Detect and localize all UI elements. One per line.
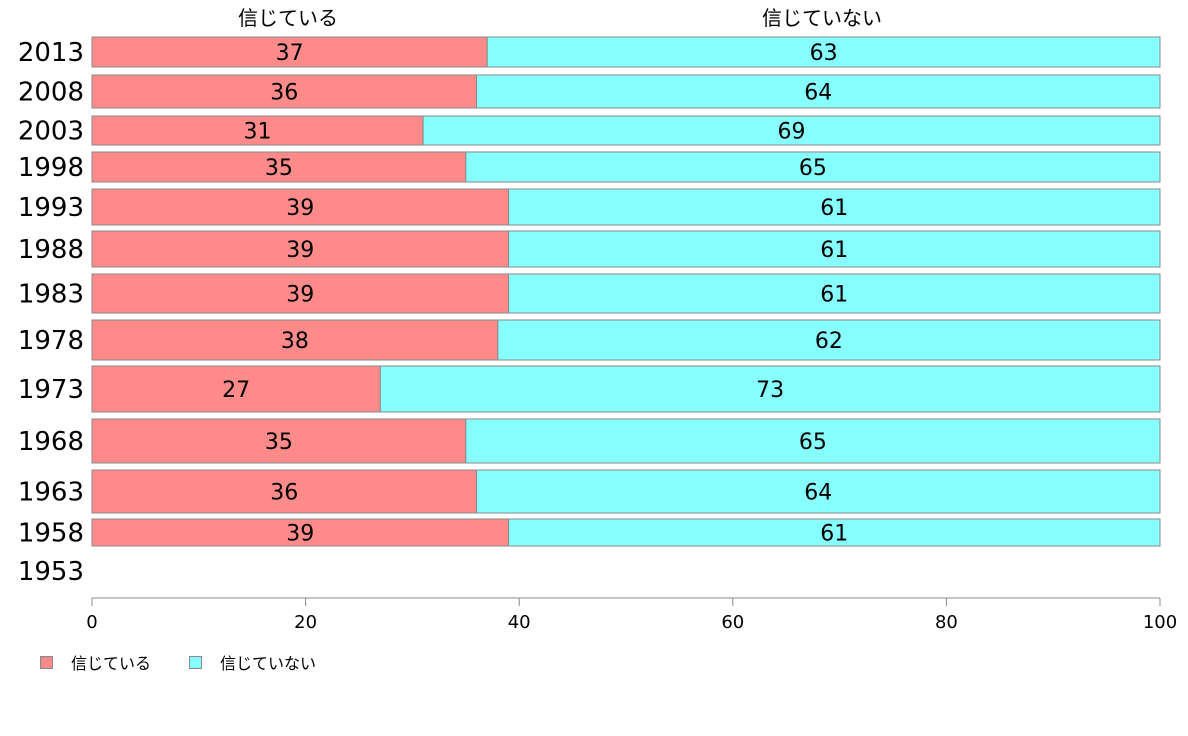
legend-swatch-believe (40, 655, 53, 669)
data-label-not-believe-1963: 64 (804, 481, 832, 506)
year-label-2003: 2003 (18, 117, 84, 147)
year-label-1958: 1958 (18, 519, 84, 549)
data-label-believe-1998: 35 (265, 156, 293, 181)
bar-not-believe-1983 (508, 273, 1161, 314)
bar-not-believe-1973 (379, 365, 1161, 413)
bar-not-believe-1963 (475, 469, 1161, 514)
x-tick-label-100: 100 (1143, 612, 1177, 633)
data-label-believe-1973: 27 (222, 378, 250, 403)
bar-believe-1993 (91, 188, 510, 226)
bar-not-believe-1993 (508, 188, 1161, 226)
data-label-not-believe-1998: 65 (799, 156, 827, 181)
year-label-1973: 1973 (18, 375, 84, 405)
bar-not-believe-1998 (465, 151, 1161, 183)
data-label-believe-2013: 37 (276, 41, 304, 66)
data-label-believe-1968: 35 (265, 430, 293, 455)
data-label-believe-1988: 39 (286, 238, 314, 263)
year-label-1978: 1978 (18, 326, 84, 356)
data-label-believe-1958: 39 (286, 522, 314, 547)
data-label-not-believe-1978: 62 (815, 329, 843, 354)
bar-not-believe-2013 (486, 36, 1161, 68)
data-label-not-believe-1993: 61 (820, 196, 848, 221)
x-tick-label-20: 20 (294, 612, 317, 633)
x-tick-label-60: 60 (721, 612, 744, 633)
legend-label-believe: 信じている (71, 654, 152, 673)
year-label-1983: 1983 (18, 280, 84, 310)
legend-swatch-not-believe (189, 655, 203, 669)
year-label-2013: 2013 (18, 38, 84, 68)
bar-not-believe-2008 (475, 74, 1161, 109)
bar-believe-2013 (91, 36, 488, 68)
year-label-1988: 1988 (18, 235, 84, 265)
bar-believe-2003 (91, 115, 424, 146)
data-label-believe-1978: 38 (281, 329, 309, 354)
data-label-not-believe-1958: 61 (820, 522, 848, 547)
year-label-1998: 1998 (18, 153, 84, 183)
data-label-not-believe-2003: 69 (778, 120, 806, 145)
bar-believe-1973 (91, 365, 381, 413)
bar-believe-1958 (91, 518, 510, 547)
bar-believe-1998 (91, 151, 467, 183)
legend-item-not-believe: 信じていない (189, 650, 316, 674)
legend-label-not-believe: 信じていない (220, 654, 317, 673)
data-label-not-believe-2008: 64 (804, 81, 832, 106)
bar-believe-1968 (91, 418, 467, 464)
data-label-believe-2003: 31 (244, 120, 272, 145)
x-tick-label-80: 80 (935, 612, 958, 633)
bar-not-believe-1988 (508, 230, 1161, 268)
year-label-2008: 2008 (18, 78, 84, 108)
x-tick-label-0: 0 (86, 612, 97, 633)
data-label-not-believe-1983: 61 (820, 283, 848, 308)
bar-believe-1983 (91, 273, 510, 314)
bar-not-believe-1978 (497, 319, 1161, 361)
data-label-believe-2008: 36 (270, 81, 298, 106)
data-label-not-believe-2013: 63 (810, 41, 838, 66)
year-label-1993: 1993 (18, 193, 84, 223)
column-header-1: 信じていない (762, 6, 882, 30)
bar-not-believe-1968 (465, 418, 1161, 464)
bar-not-believe-2003 (422, 115, 1161, 146)
x-tick-label-40: 40 (508, 612, 531, 633)
data-label-not-believe-1973: 73 (756, 378, 784, 403)
data-label-not-believe-1968: 65 (799, 430, 827, 455)
data-label-believe-1983: 39 (286, 283, 314, 308)
year-label-1963: 1963 (18, 478, 84, 508)
bar-believe-1963 (91, 469, 477, 514)
data-label-not-believe-1988: 61 (820, 238, 848, 263)
data-label-believe-1963: 36 (270, 481, 298, 506)
bar-not-believe-1958 (508, 518, 1161, 547)
legend: 信じている 信じていない (40, 650, 354, 674)
bar-believe-2008 (91, 74, 477, 109)
data-label-believe-1993: 39 (286, 196, 314, 221)
year-label-1953: 1953 (18, 557, 84, 587)
column-header-0: 信じている (238, 6, 338, 30)
legend-item-believe: 信じている (40, 650, 151, 674)
year-label-1968: 1968 (18, 427, 84, 457)
